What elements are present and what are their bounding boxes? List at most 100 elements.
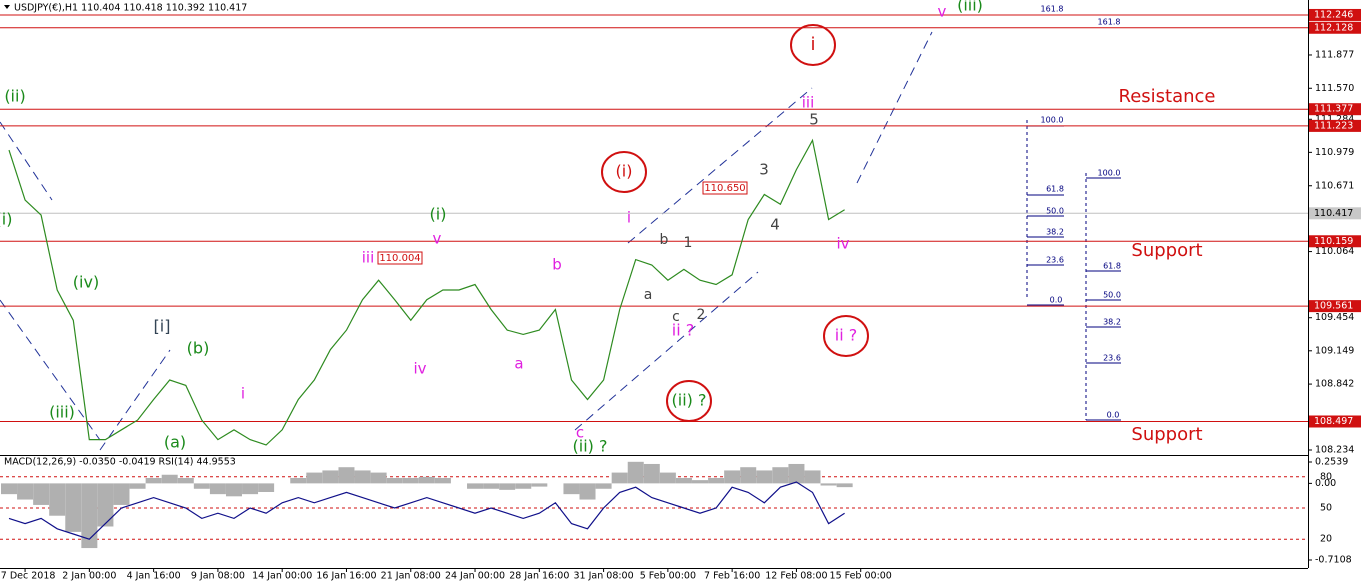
macd-bar bbox=[595, 483, 612, 489]
annotation: c bbox=[672, 309, 680, 325]
macd-bar bbox=[225, 483, 242, 497]
price-line bbox=[8, 138, 845, 446]
level-box bbox=[1309, 300, 1361, 313]
annotation: (i) bbox=[616, 162, 633, 181]
annotation: ii ? bbox=[835, 326, 857, 345]
macd-bar bbox=[17, 483, 34, 500]
x-tick-label: 21 Jan 08:00 bbox=[381, 571, 441, 582]
y-tick-label: 111.570 bbox=[1315, 83, 1354, 94]
macd-bar bbox=[579, 483, 596, 500]
indicator-header: MACD(12,26,9) -0.0350 -0.0419 RSI(14) 44… bbox=[4, 457, 236, 468]
annotation: v bbox=[433, 230, 442, 248]
annotation-circle bbox=[823, 315, 869, 357]
level-label: 111.377 bbox=[1314, 104, 1353, 115]
y-tick-label: 110.064 bbox=[1315, 246, 1354, 257]
annotation: 50.0 bbox=[1046, 207, 1064, 216]
macd-bar bbox=[418, 476, 435, 484]
macd-bar bbox=[129, 483, 146, 489]
macd-bar bbox=[836, 483, 853, 488]
annotation: 23.6 bbox=[1103, 354, 1121, 363]
macd-bar bbox=[33, 483, 50, 505]
y-tick-label: 109.149 bbox=[1315, 345, 1354, 356]
macd-bar bbox=[209, 483, 226, 495]
level-label: 110.159 bbox=[1314, 236, 1353, 247]
y2-tick-label: 20 bbox=[1320, 534, 1332, 545]
annotation: 4 bbox=[770, 216, 780, 234]
macd-bar bbox=[177, 477, 194, 484]
macd-bar bbox=[756, 470, 773, 484]
macd-bar bbox=[354, 470, 371, 484]
macd-bar bbox=[531, 483, 548, 487]
annotation: (a) bbox=[164, 433, 186, 452]
macd-bar bbox=[434, 477, 451, 484]
level-box bbox=[1309, 21, 1361, 34]
annotation: (i) bbox=[430, 205, 447, 224]
y2-tick-label: 80 bbox=[1320, 471, 1332, 482]
annotation: a bbox=[514, 355, 523, 373]
macd-bar bbox=[193, 483, 210, 489]
macd-bar bbox=[113, 483, 130, 505]
annotation: b bbox=[552, 256, 562, 274]
macd-bar bbox=[338, 467, 355, 484]
annotation-circle bbox=[666, 380, 712, 422]
macd-bar bbox=[643, 463, 660, 484]
y-tick-label: 111.284 bbox=[1315, 114, 1354, 125]
x-tick-label: 16 Jan 16:00 bbox=[316, 571, 376, 582]
annotation: Resistance bbox=[1119, 86, 1216, 107]
annotation: i bbox=[241, 385, 245, 403]
x-tick-label: 28 Jan 16:00 bbox=[509, 571, 569, 582]
annotation: (iii) bbox=[957, 0, 983, 15]
y2-tick-label: 50 bbox=[1320, 503, 1332, 514]
annotation: i bbox=[627, 209, 631, 227]
annotation: ii ? bbox=[672, 321, 694, 340]
macd-bar bbox=[258, 483, 275, 492]
annotation: 161.8 bbox=[1041, 5, 1064, 14]
annotation: 100.0 bbox=[1098, 169, 1121, 178]
annotation: 23.6 bbox=[1046, 256, 1064, 265]
trend-lines bbox=[0, 31, 933, 451]
x-tick-label: 5 Feb 00:00 bbox=[640, 571, 696, 582]
y-tick-label: 108.234 bbox=[1315, 445, 1354, 456]
x-tick-label: 15 Feb 00:00 bbox=[830, 571, 892, 582]
annotation: 1 bbox=[684, 235, 693, 251]
level-label: 112.128 bbox=[1314, 22, 1353, 33]
macd-bar bbox=[820, 483, 837, 486]
y-tick-label: 109.454 bbox=[1315, 312, 1354, 323]
macd-bar bbox=[290, 477, 307, 484]
level-label: 112.246 bbox=[1314, 9, 1353, 20]
level-box bbox=[1309, 8, 1361, 21]
x-tick-label: 31 Jan 08:00 bbox=[574, 571, 634, 582]
macd-bar bbox=[659, 472, 676, 484]
macd-bar bbox=[788, 463, 805, 484]
annotation: (ii) bbox=[4, 87, 25, 106]
macd-bar bbox=[483, 483, 500, 489]
annotation: iv bbox=[413, 360, 426, 378]
y-tick-label: 111.877 bbox=[1315, 49, 1354, 60]
annotation-box bbox=[377, 251, 423, 265]
level-label: 109.561 bbox=[1314, 301, 1353, 312]
x-tick-label: 2 Jan 00:00 bbox=[62, 571, 116, 582]
annotation: 61.8 bbox=[1103, 262, 1121, 271]
menu-arrow[interactable] bbox=[4, 5, 10, 9]
annotation-circle bbox=[601, 151, 647, 193]
annotation: [i] bbox=[154, 317, 171, 336]
annotation: iii bbox=[362, 249, 375, 267]
x-tick-label: 7 Feb 16:00 bbox=[704, 571, 760, 582]
x-tick-label: 27 Dec 2018 bbox=[0, 571, 55, 582]
macd-bar bbox=[402, 477, 419, 484]
current-price-box bbox=[1309, 207, 1361, 220]
annotation: (iii) bbox=[49, 403, 75, 422]
level-label: 108.497 bbox=[1314, 416, 1353, 427]
annotation: 38.2 bbox=[1046, 228, 1064, 237]
macd-bar bbox=[81, 483, 98, 549]
annotation-circle bbox=[790, 24, 836, 66]
level-label: 111.223 bbox=[1314, 120, 1353, 131]
annotation: 5 bbox=[809, 111, 819, 129]
annotation: (ii) ? bbox=[672, 391, 707, 410]
y-tick-label: 0.2539 bbox=[1315, 457, 1348, 468]
macd-bar bbox=[370, 472, 387, 484]
annotation: b bbox=[660, 232, 669, 248]
macd-bar bbox=[97, 483, 114, 527]
macd-bar bbox=[145, 477, 162, 484]
macd-bar bbox=[161, 474, 178, 484]
